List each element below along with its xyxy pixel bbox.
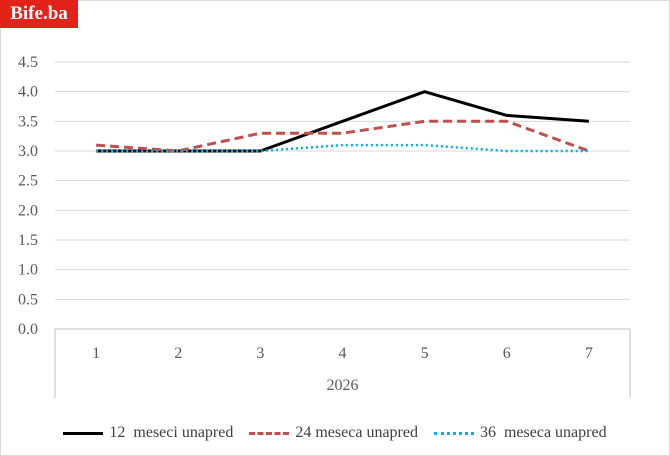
axes <box>54 328 631 398</box>
x-tick-label: 4 <box>339 345 347 362</box>
y-tick-label: 1.5 <box>18 232 38 249</box>
brand-logo: Bife.ba <box>0 0 78 28</box>
y-tick-label: 0.5 <box>18 291 38 308</box>
y-tick-label: 2.5 <box>18 173 38 190</box>
y-tick-label: 3.5 <box>18 113 38 130</box>
legend-swatch-12-months <box>63 431 104 435</box>
x-tick-label: 2 <box>174 345 182 362</box>
legend-label-24-months: 24 meseca unapred <box>295 424 418 441</box>
x-tick-label: 6 <box>503 345 511 362</box>
y-tick-label: 4.5 <box>18 54 38 71</box>
gridlines <box>55 61 630 300</box>
legend-item-36-months: 36 meseca unapred <box>433 424 607 442</box>
y-tick-label: 4.0 <box>18 84 38 101</box>
legend-label-36-months: 36 meseca unapred <box>479 424 607 441</box>
x-tick-label: 3 <box>256 345 264 362</box>
legend-swatch-36-months <box>433 431 474 435</box>
series-line-2 <box>95 119 590 153</box>
legend-item-24-months: 24 meseca unapred <box>249 424 418 442</box>
series-lines <box>95 90 590 153</box>
x-tick-labels: 1 2 3 4 5 6 7 2026 <box>92 345 593 394</box>
y-tick-label: 3.0 <box>18 143 38 160</box>
y-tick-labels: 0.0 0.5 1.0 1.5 2.0 2.5 3.0 3.5 4.0 4.5 <box>18 54 38 338</box>
legend-swatch-24-months <box>249 431 290 435</box>
x-tick-label: 5 <box>421 345 429 362</box>
series-line-1 <box>96 90 590 153</box>
legend-item-12-months: 12 meseci unapred <box>63 424 233 442</box>
y-tick-label: 1.0 <box>18 262 38 279</box>
legend-label-12-months: 12 meseci unapred <box>109 424 234 441</box>
legend: 12 meseci unapred 24 meseca unapred 36 m… <box>0 420 670 446</box>
y-tick-label: 0.0 <box>18 321 38 338</box>
y-tick-label: 2.0 <box>18 202 38 219</box>
series-line-3 <box>96 143 589 153</box>
line-chart: 0.0 0.5 1.0 1.5 2.0 2.5 3.0 3.5 4.0 4.5 1 2 3 4 5 6 7 20… <box>18 54 631 398</box>
x-tick-label: 1 <box>92 345 100 362</box>
x-group-label: 2026 <box>327 377 359 394</box>
x-tick-label: 7 <box>585 345 593 362</box>
